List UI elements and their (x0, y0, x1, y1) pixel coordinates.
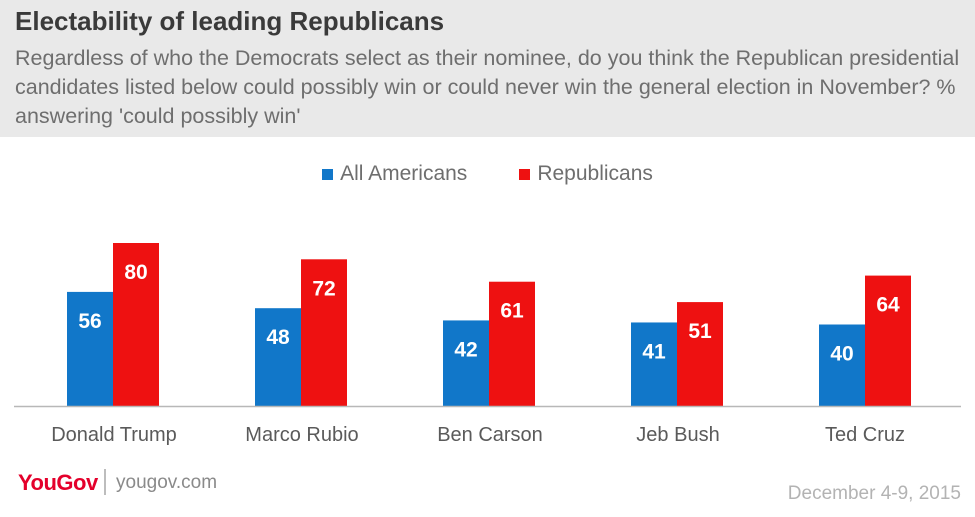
bar-jeb-bush-republicans (677, 302, 723, 406)
bar-donald-trump-republicans (113, 243, 159, 406)
logo-divider (104, 469, 106, 495)
data-label-ben-carson-all-americans: 42 (454, 338, 477, 361)
header-panel: Electability of leading Republicans Rega… (0, 0, 975, 137)
legend-item-all-americans: All Americans (322, 162, 467, 186)
bar-ted-cruz-republicans (865, 275, 911, 406)
legend-swatch-republicans (519, 168, 531, 180)
chart-title: Electability of leading Republicans (15, 6, 445, 36)
category-label-jeb-bush: Jeb Bush (636, 424, 719, 446)
legend: All Americans Republicans (0, 162, 975, 186)
bar-marco-rubio-republicans (301, 259, 347, 406)
category-label-ben-carson: Ben Carson (437, 424, 543, 446)
data-label-jeb-bush-republicans: 51 (688, 320, 712, 343)
data-label-marco-rubio-all-americans: 48 (266, 326, 290, 349)
site-url: yougov.com (116, 472, 218, 493)
survey-date: December 4-9, 2015 (787, 483, 961, 504)
yougov-logo: YouGov (18, 470, 98, 495)
legend-label-republicans: Republicans (537, 162, 653, 185)
data-label-ted-cruz-republicans: 64 (876, 294, 900, 317)
bar-ted-cruz-all-americans (819, 324, 865, 406)
data-label-donald-trump-all-americans: 56 (78, 310, 101, 333)
data-label-ted-cruz-all-americans: 40 (830, 343, 853, 366)
data-label-marco-rubio-republicans: 72 (312, 277, 335, 300)
bar-jeb-bush-all-americans (631, 322, 677, 406)
category-label-donald-trump: Donald Trump (51, 424, 177, 446)
data-label-donald-trump-republicans: 80 (124, 261, 147, 284)
category-label-ted-cruz: Ted Cruz (825, 424, 905, 446)
bar-ben-carson-all-americans (443, 320, 489, 406)
bar-donald-trump-all-americans (67, 291, 113, 406)
legend-swatch-all-americans (322, 168, 334, 180)
legend-label-all-americans: All Americans (340, 162, 468, 185)
bar-ben-carson-republicans (489, 281, 535, 406)
category-label-marco-rubio: Marco Rubio (245, 424, 358, 446)
data-label-jeb-bush-all-americans: 41 (642, 340, 666, 363)
data-label-ben-carson-republicans: 61 (500, 300, 524, 323)
bar-marco-rubio-all-americans (255, 308, 301, 406)
chart-subtitle: Regardless of who the Democrats select a… (15, 46, 960, 128)
legend-item-republicans: Republicans (519, 162, 653, 186)
